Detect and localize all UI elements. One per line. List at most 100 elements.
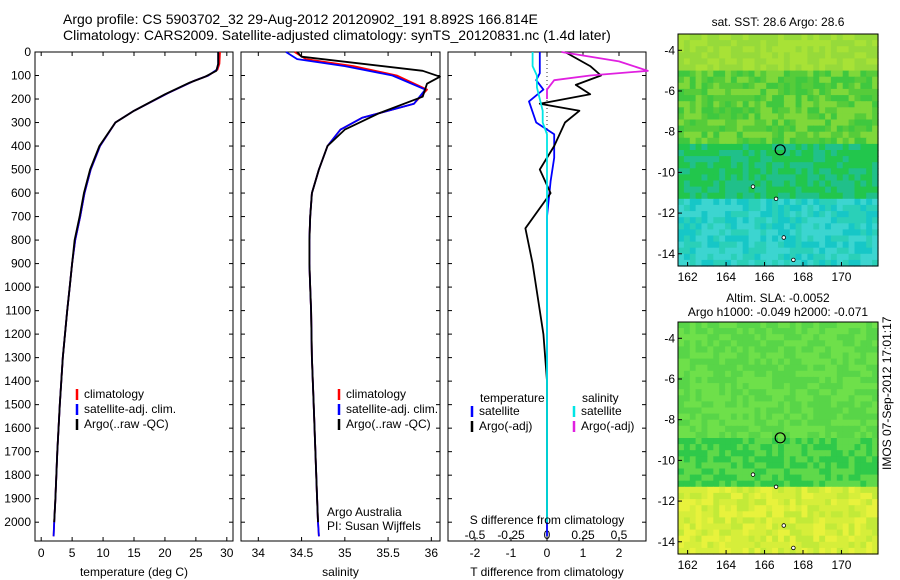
map-cell <box>695 217 703 224</box>
map-cell <box>678 450 685 457</box>
map-cell <box>736 168 744 175</box>
map-cell <box>707 101 714 108</box>
map-cell <box>730 137 738 145</box>
map-cell <box>701 462 708 470</box>
map-lat-label: -4 <box>664 331 675 345</box>
map-cell <box>683 370 691 378</box>
map-cell <box>825 468 832 476</box>
map-cell <box>813 535 820 543</box>
map-cell <box>795 204 803 212</box>
map-cell <box>742 95 750 102</box>
map-cell <box>736 376 744 384</box>
map-cell <box>701 168 708 175</box>
map-cell <box>772 217 779 224</box>
map-cell <box>742 107 750 114</box>
map-cell <box>683 34 691 41</box>
map-cell <box>707 480 714 488</box>
map-cell <box>725 474 732 482</box>
map-cell <box>760 340 767 347</box>
map-cell <box>748 523 756 531</box>
map-cell <box>754 480 761 488</box>
map-cell <box>854 82 861 90</box>
map-cell <box>866 162 873 169</box>
map-cell <box>772 88 779 96</box>
map-cell <box>801 505 808 512</box>
map-cell <box>707 204 714 212</box>
map-cell <box>719 541 726 549</box>
map-cell <box>707 358 714 366</box>
map-cell <box>801 547 808 555</box>
map-cell <box>766 131 773 139</box>
map-cell <box>772 334 779 341</box>
map-cell <box>789 346 797 354</box>
map-cell <box>860 156 867 163</box>
map-cell <box>766 340 773 347</box>
map-cell <box>783 162 791 169</box>
map-cell <box>719 492 726 500</box>
map-cell <box>801 46 808 53</box>
island-shape <box>750 184 756 189</box>
map-cell <box>678 76 685 84</box>
map-cell <box>713 186 720 194</box>
map-cell <box>754 131 761 139</box>
map-cell <box>730 444 738 451</box>
map-cell <box>872 186 879 194</box>
map-cell <box>719 131 726 139</box>
map-cell <box>736 247 744 255</box>
map-cell <box>725 456 732 463</box>
map-cell <box>819 370 826 378</box>
map-cell <box>678 444 685 451</box>
map-cell <box>807 376 814 384</box>
map-lon-label: 162 <box>678 270 698 284</box>
map-cell <box>842 364 850 372</box>
map-cell <box>748 425 756 433</box>
map-cell <box>830 413 838 421</box>
map-cell <box>783 505 791 512</box>
map-cell <box>854 480 861 488</box>
map-cell <box>701 58 708 66</box>
map-cell <box>683 40 691 47</box>
map-cell <box>678 517 685 525</box>
map-cell <box>754 125 761 133</box>
map-cell <box>789 438 797 445</box>
map-cell <box>713 401 720 409</box>
map-cell <box>760 499 767 506</box>
map-cell <box>842 480 850 488</box>
map-cell <box>736 95 744 102</box>
map-cell <box>725 247 732 255</box>
map-cell <box>872 541 879 549</box>
map-cell <box>683 70 691 78</box>
map-cell <box>825 322 832 329</box>
map-cell <box>807 241 814 249</box>
map-cell <box>719 88 726 96</box>
map-cell <box>766 82 773 90</box>
map-cell <box>683 95 691 102</box>
map-cell <box>707 419 714 427</box>
map-cell <box>689 40 697 47</box>
map-cell <box>748 52 756 59</box>
map-cell <box>754 162 761 169</box>
map-cell <box>866 186 873 194</box>
map-cell <box>748 76 756 84</box>
map-cell <box>860 88 867 96</box>
map-cell <box>754 119 761 127</box>
map-cell <box>695 505 703 512</box>
map-cell <box>778 492 785 500</box>
map-cell <box>719 468 726 476</box>
map-cell <box>819 217 826 224</box>
map-cell <box>848 486 856 494</box>
map-cell <box>866 401 873 409</box>
map-cell <box>860 456 867 463</box>
map-cell <box>701 162 708 169</box>
map-cell <box>772 229 779 237</box>
map-cell <box>842 468 850 476</box>
map-cell <box>801 88 808 96</box>
map-cell <box>842 413 850 421</box>
map-cell <box>683 529 691 537</box>
map-cell <box>683 64 691 72</box>
map-cell <box>760 492 767 500</box>
map-cell <box>801 413 808 421</box>
map-cell <box>848 217 856 224</box>
map-cell <box>813 95 820 102</box>
map-cell <box>707 34 714 41</box>
